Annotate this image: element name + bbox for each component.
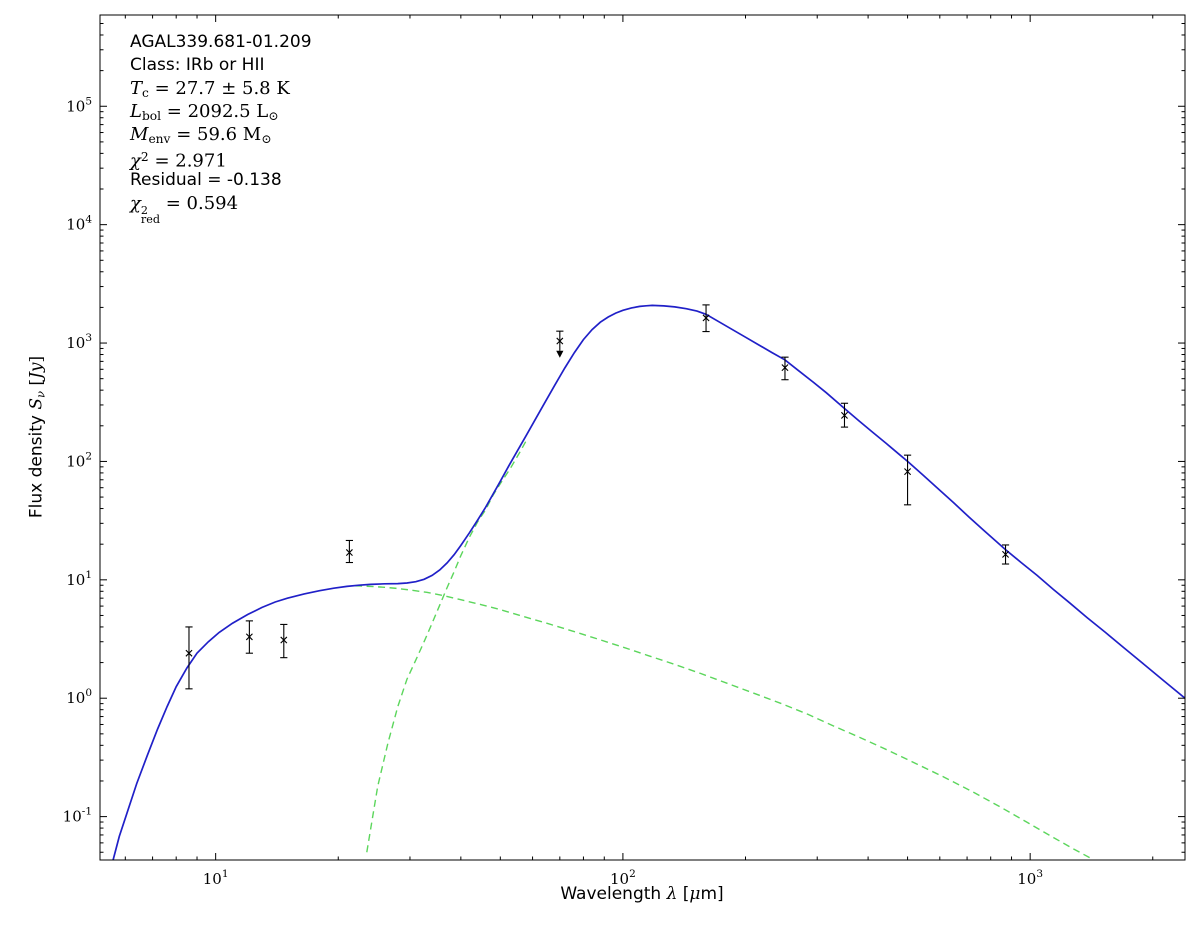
x-tick-label: 102 — [610, 868, 636, 888]
data-points — [185, 304, 1010, 690]
data-point — [280, 623, 288, 659]
down-arrow-icon — [556, 350, 564, 358]
data-point — [245, 620, 253, 654]
total-model-curve — [112, 304, 1185, 860]
model-curves — [112, 304, 1185, 860]
fit-parameters-annotation: AGAL339.681-01.209 Class: IRb or HII Tc = … — [130, 31, 312, 227]
warm-component-curve — [355, 585, 1091, 859]
annotation-chi-squared: χ2 = 2.971 — [130, 150, 227, 172]
annotation-source-name: AGAL339.681-01.209 — [130, 32, 312, 52]
x-marker — [840, 411, 848, 419]
x-marker — [904, 468, 912, 476]
data-point — [903, 454, 912, 506]
x-marker — [280, 636, 288, 644]
stacked-scripts: 2 red — [140, 204, 160, 227]
data-point — [556, 330, 564, 358]
y-tick-label: 100 — [66, 687, 92, 707]
x-marker — [556, 337, 564, 345]
annotation-envelope-mass: Menv = 59.6 M⊙ — [130, 124, 272, 147]
data-point — [702, 304, 710, 333]
data-point — [185, 626, 193, 690]
x-tick-label: 101 — [203, 868, 229, 888]
data-point — [1001, 544, 1010, 565]
plot-frame — [99, 14, 1186, 861]
data-point — [781, 356, 789, 381]
annotation-residual: Residual = -0.138 — [130, 170, 282, 190]
y-tick-label: 101 — [66, 569, 92, 589]
tick-labels: 101 102 103 10-1 100 101 102 103 104 105 — [63, 95, 1043, 888]
x-marker — [1002, 550, 1010, 558]
y-tick-label: 103 — [66, 332, 92, 352]
annotation-chi-squared-reduced: χ 2 red = 0.594 — [130, 193, 239, 227]
x-axis-label: Wavelength λ [μm] — [560, 884, 724, 904]
y-tick-label: 105 — [66, 95, 92, 115]
x-tick-label: 103 — [1017, 868, 1043, 888]
axis-ticks — [100, 15, 1185, 860]
x-marker — [345, 549, 353, 557]
y-tick-label: 104 — [66, 214, 92, 234]
annotation-bolometric-luminosity: Lbol = 2092.5 L⊙ — [130, 101, 279, 124]
annotation-class-label: Class: IRb or HII — [130, 55, 265, 75]
x-marker — [185, 649, 193, 657]
data-point — [840, 402, 849, 428]
annotation-cold-temperature: Tc = 27.7 ± 5.8 K — [130, 78, 290, 101]
x-marker — [702, 314, 710, 322]
data-point — [345, 539, 353, 564]
y-tick-label: 10-1 — [63, 806, 92, 826]
y-tick-label: 102 — [66, 450, 92, 470]
x-marker — [245, 633, 253, 641]
x-marker — [781, 364, 789, 372]
y-axis-label: Flux density Sν [Jy] — [26, 355, 48, 519]
cold-component-curve — [366, 439, 528, 853]
